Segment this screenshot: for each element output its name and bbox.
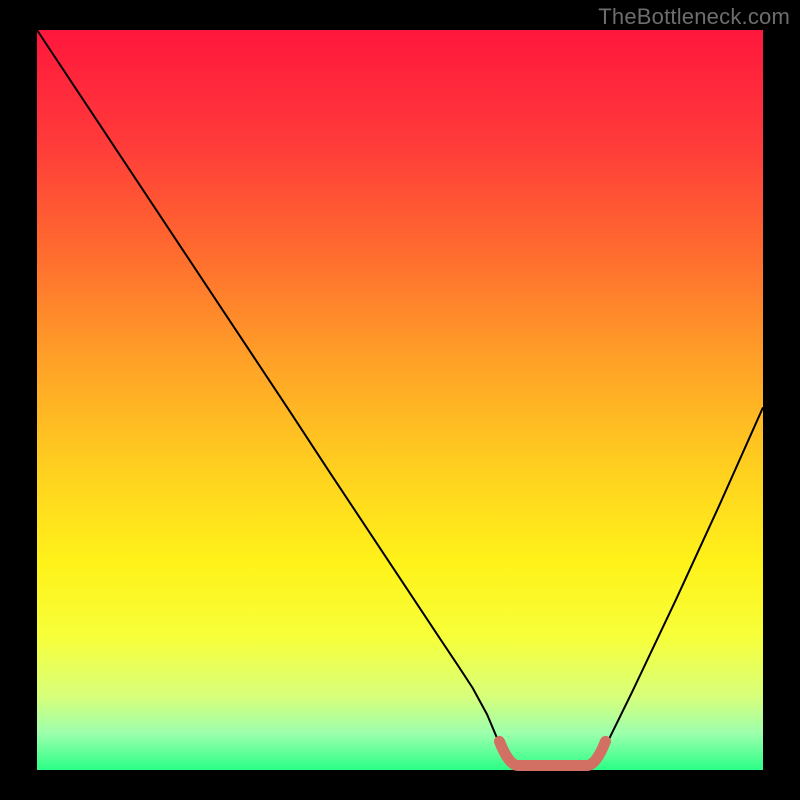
plot-area bbox=[37, 30, 763, 770]
bottleneck-chart bbox=[0, 0, 800, 800]
watermark-text: TheBottleneck.com bbox=[598, 4, 790, 30]
chart-stage: TheBottleneck.com bbox=[0, 0, 800, 800]
